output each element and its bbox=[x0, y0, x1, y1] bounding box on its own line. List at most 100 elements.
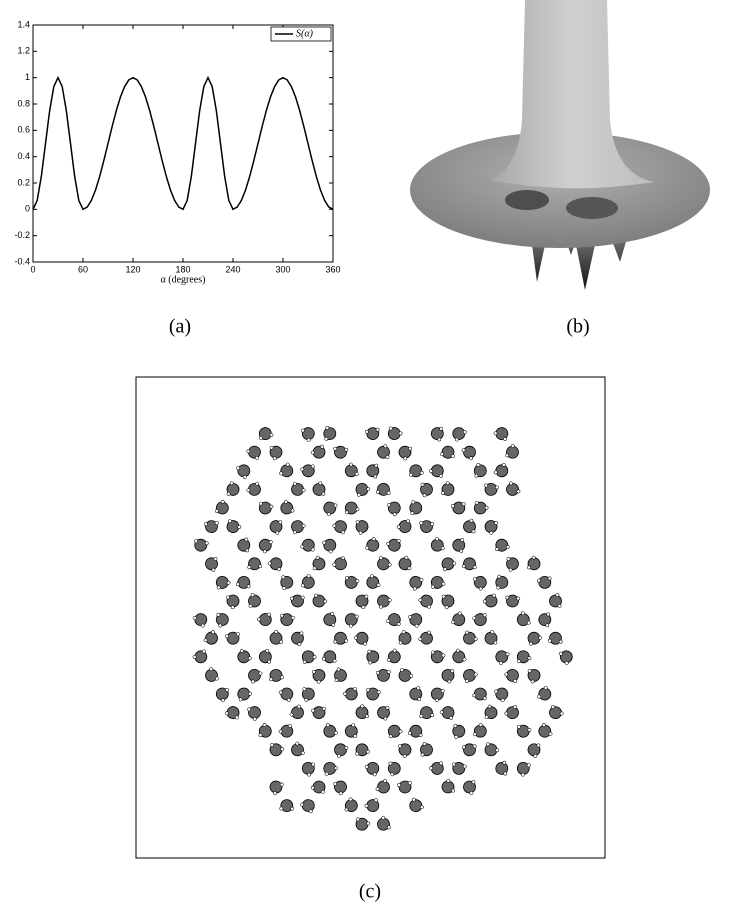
particle-site bbox=[430, 522, 435, 526]
particle bbox=[364, 798, 380, 812]
particle-site bbox=[441, 653, 446, 658]
particle-site bbox=[366, 688, 370, 692]
particle-site bbox=[293, 481, 297, 486]
particle-body bbox=[506, 706, 519, 719]
particle-site bbox=[392, 512, 397, 517]
particle bbox=[452, 724, 466, 739]
particle-body bbox=[355, 594, 369, 608]
particle-site bbox=[311, 708, 315, 713]
legend-label: S(α) bbox=[296, 28, 314, 39]
particle-body bbox=[334, 557, 347, 571]
particle-site bbox=[200, 623, 205, 628]
particle bbox=[495, 538, 510, 552]
particle bbox=[527, 743, 541, 758]
particle bbox=[301, 687, 315, 702]
particle bbox=[355, 482, 371, 497]
particle-site bbox=[469, 791, 474, 795]
particle-site bbox=[527, 565, 531, 570]
particle-site bbox=[214, 521, 219, 525]
particle bbox=[386, 613, 401, 626]
particle bbox=[237, 649, 252, 664]
particle bbox=[248, 669, 263, 684]
particle-body bbox=[344, 613, 358, 626]
particle-body bbox=[377, 706, 390, 719]
particle bbox=[484, 520, 498, 535]
particle-body bbox=[291, 594, 304, 608]
particle bbox=[291, 481, 306, 496]
particle-site bbox=[420, 482, 425, 487]
particle-site bbox=[334, 766, 338, 770]
particle-site bbox=[490, 630, 495, 634]
particle bbox=[461, 445, 476, 461]
particle-site bbox=[278, 690, 283, 695]
particle-site bbox=[492, 593, 496, 598]
particle-body bbox=[312, 482, 326, 496]
particle-site bbox=[354, 614, 359, 619]
particle bbox=[505, 444, 519, 459]
particle bbox=[441, 557, 457, 572]
particle-site bbox=[332, 523, 337, 528]
particle bbox=[398, 555, 412, 571]
particle-site bbox=[494, 521, 498, 525]
particle-site bbox=[300, 595, 305, 600]
y-tick-label: 1 bbox=[25, 72, 30, 82]
particle bbox=[344, 723, 358, 738]
particle-site bbox=[398, 431, 403, 436]
particle bbox=[269, 520, 283, 535]
particle-site bbox=[343, 691, 347, 696]
particle-site bbox=[375, 490, 380, 494]
particle-site bbox=[456, 648, 460, 653]
particle-body bbox=[398, 743, 412, 757]
particle-site bbox=[300, 544, 305, 549]
particle bbox=[386, 501, 401, 517]
particle bbox=[538, 612, 552, 628]
particle bbox=[441, 778, 455, 794]
particle-body bbox=[301, 538, 315, 552]
particle-site bbox=[366, 487, 371, 491]
particle-site bbox=[300, 428, 305, 433]
particle-site bbox=[321, 656, 326, 661]
particle-site bbox=[472, 693, 477, 698]
particle bbox=[429, 464, 444, 478]
particle bbox=[506, 557, 519, 572]
particle-body bbox=[484, 520, 498, 533]
particle-site bbox=[236, 632, 240, 637]
particle-site bbox=[484, 483, 488, 488]
particle bbox=[549, 593, 562, 608]
particle bbox=[377, 594, 392, 609]
particle-site bbox=[419, 470, 424, 475]
particle-site bbox=[354, 472, 359, 476]
particle-site bbox=[202, 649, 206, 654]
particle-site bbox=[396, 525, 401, 529]
surface-well bbox=[505, 190, 549, 210]
particle-body bbox=[538, 724, 552, 738]
particle-site bbox=[279, 639, 283, 644]
particle-body bbox=[420, 631, 433, 645]
particle-site bbox=[353, 734, 358, 738]
y-tick-label: 0.4 bbox=[17, 151, 30, 161]
particle-site bbox=[262, 723, 267, 727]
particle-site bbox=[441, 581, 446, 586]
x-tick-label: 240 bbox=[225, 264, 240, 274]
particle bbox=[258, 649, 272, 664]
particle-site bbox=[454, 735, 459, 739]
particle-site bbox=[472, 744, 477, 749]
particle-site bbox=[439, 426, 444, 431]
particle bbox=[398, 445, 412, 461]
particle bbox=[387, 724, 403, 739]
particle-site bbox=[284, 499, 288, 504]
particle-site bbox=[355, 520, 360, 524]
particle bbox=[192, 613, 208, 628]
particle bbox=[235, 576, 251, 589]
particle-body bbox=[463, 780, 476, 794]
particle-body bbox=[355, 482, 369, 496]
particle-site bbox=[273, 791, 277, 796]
particle-site bbox=[203, 522, 208, 526]
particle-site bbox=[419, 714, 424, 718]
particle-site bbox=[363, 641, 367, 646]
particle-site bbox=[516, 659, 521, 664]
particle-body bbox=[366, 799, 380, 812]
particle-site bbox=[409, 472, 413, 477]
particle bbox=[558, 650, 573, 665]
particle bbox=[289, 704, 304, 719]
